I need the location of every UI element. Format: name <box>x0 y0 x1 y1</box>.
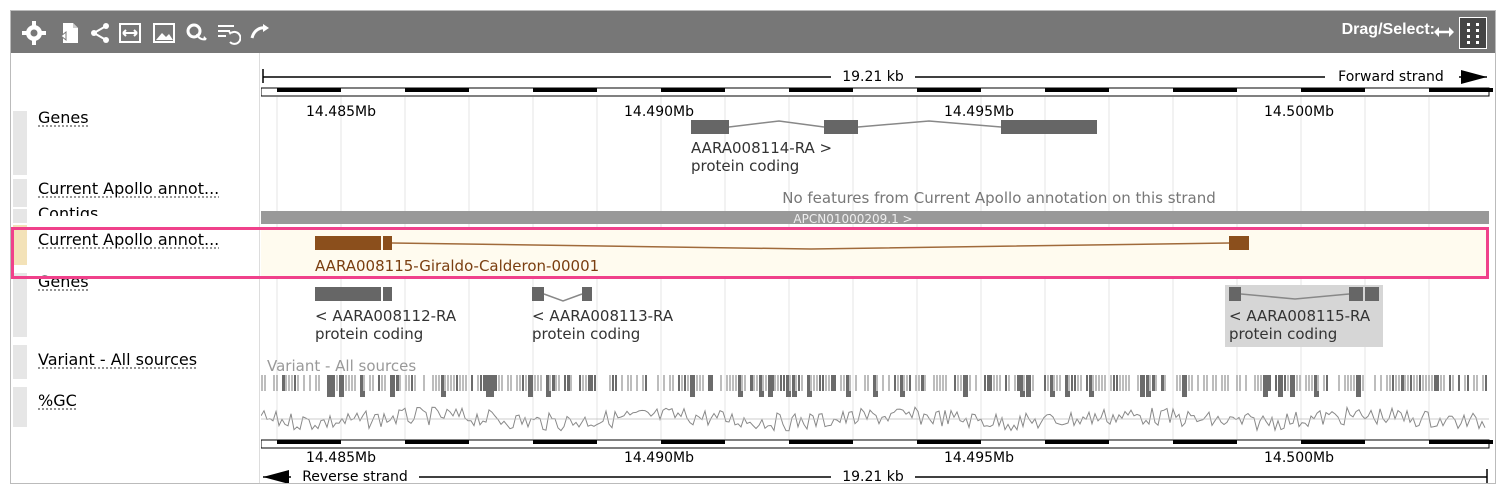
toolbar: Drag/Select: <box>11 11 1495 53</box>
share-icon[interactable] <box>87 20 113 46</box>
select-mode-button[interactable] <box>1459 17 1487 49</box>
track-drag-handle[interactable] <box>13 209 27 223</box>
scale-length-top: 19.21 kb <box>842 69 904 85</box>
tick-label: 14.485Mb <box>306 104 376 120</box>
apollo-feature-name: AARA008115-Giraldo-Calderon-00001 <box>315 257 599 275</box>
gene-name: < AARA008115-RA <box>1229 307 1371 325</box>
scale-length-bottom: 19.21 kb <box>842 469 904 483</box>
tick-label: 14.490Mb <box>624 450 694 466</box>
track-label-apollo[interactable]: Current Apollo annot... <box>38 179 220 198</box>
scale-top: 19.21 kb Forward strand 14.485Mb 14.490M… <box>261 67 1493 120</box>
reset-order-icon[interactable] <box>215 20 241 46</box>
gene-feature-reverse-2[interactable]: < AARA008113-RA protein coding <box>532 287 674 343</box>
reverse-arrow-icon <box>263 470 289 483</box>
refresh-settings-icon[interactable] <box>183 20 209 46</box>
forward-arrow-icon <box>1461 70 1487 84</box>
tick-label: 14.495Mb <box>944 450 1014 466</box>
reset-icon[interactable] <box>247 20 273 46</box>
gene-name: AARA008114-RA > <box>691 139 832 157</box>
selection-highlight <box>11 227 1489 279</box>
track-label-contigs[interactable]: Contigs <box>38 204 99 216</box>
gene-feature-forward[interactable]: AARA008114-RA > protein coding <box>691 120 1097 175</box>
gene-name: < AARA008112-RA <box>315 307 457 325</box>
track-drag-handle[interactable] <box>13 225 27 265</box>
label-separator <box>259 53 260 483</box>
track-label-variant[interactable]: Variant - All sources <box>38 350 198 369</box>
track-label-gc[interactable]: %GC <box>38 391 77 410</box>
track-label-genes[interactable]: Genes <box>38 108 89 127</box>
apollo-empty-message: No features from Current Apollo annotati… <box>782 189 1216 207</box>
export-icon[interactable] <box>57 20 83 46</box>
gene-feature-reverse-1[interactable]: < AARA008112-RA protein coding <box>315 287 457 343</box>
gene-biotype: protein coding <box>315 325 423 343</box>
gene-biotype: protein coding <box>532 325 640 343</box>
genome-browser: Drag/Select: Genes Current Apollo annot.… <box>10 10 1496 484</box>
contig-label: APCN01000209.1 > <box>793 212 912 226</box>
contig-feature[interactable]: APCN01000209.1 > <box>261 211 1489 226</box>
gene-biotype: protein coding <box>691 157 799 175</box>
gene-name: < AARA008113-RA <box>532 307 674 325</box>
reverse-strand-label: Reverse strand <box>302 469 408 483</box>
track-drag-handle[interactable] <box>13 387 27 427</box>
drag-select-label: Drag/Select: <box>1341 21 1435 38</box>
track-drag-handle[interactable] <box>13 111 27 175</box>
track-drag-handle[interactable] <box>13 345 27 379</box>
drag-mode-icon[interactable] <box>1433 21 1455 43</box>
variant-features[interactable] <box>261 375 1487 397</box>
track-label-apollo-highlight[interactable]: Current Apollo annot... <box>38 230 220 249</box>
contigs-label-clip: Contigs <box>38 204 248 216</box>
track-plot: 19.21 kb Forward strand 14.485Mb 14.490M… <box>261 67 1493 483</box>
gene-feature-reverse-3[interactable]: < AARA008115-RA protein coding <box>1225 285 1383 347</box>
tick-label: 14.485Mb <box>306 450 376 466</box>
highlight-background <box>261 227 1489 279</box>
apollo-feature[interactable]: AARA008115-Giraldo-Calderon-00001 <box>315 236 1249 275</box>
tick-label: 14.500Mb <box>1264 104 1334 120</box>
forward-strand-label: Forward strand <box>1338 69 1444 85</box>
resize-icon[interactable] <box>117 20 143 46</box>
track-drag-handle[interactable] <box>13 273 27 337</box>
scale-bottom: 14.485Mb 14.490Mb 14.495Mb 14.500Mb Reve… <box>261 439 1493 483</box>
gear-icon[interactable] <box>21 20 47 46</box>
track-drag-handle[interactable] <box>13 179 27 207</box>
gc-content-line <box>261 405 1486 433</box>
gene-biotype: protein coding <box>1229 325 1337 343</box>
tick-label: 14.490Mb <box>624 104 694 120</box>
image-icon[interactable] <box>151 20 177 46</box>
tick-label: 14.500Mb <box>1264 450 1334 466</box>
tick-label: 14.495Mb <box>944 104 1014 120</box>
variant-track-label: Variant - All sources <box>267 357 416 375</box>
